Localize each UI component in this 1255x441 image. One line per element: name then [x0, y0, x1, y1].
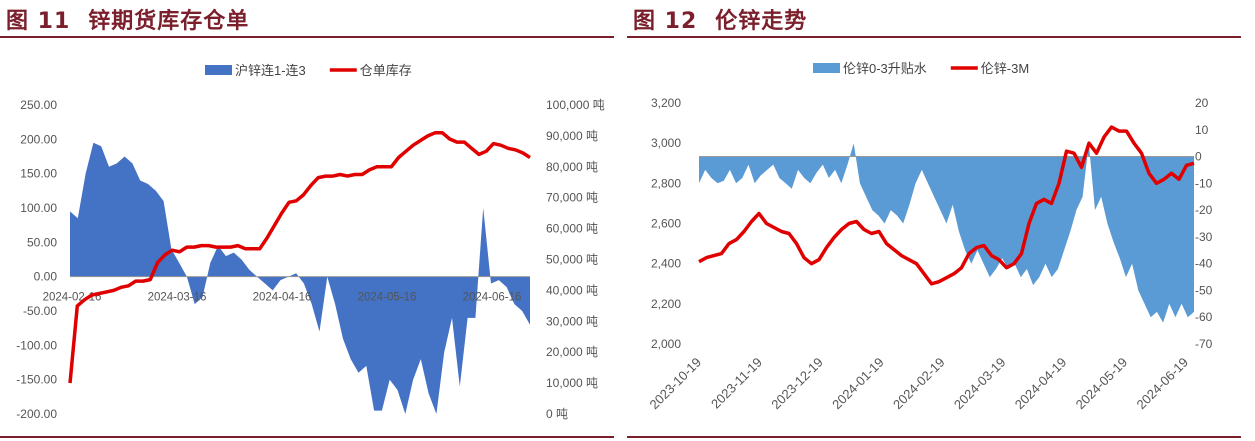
figure-caption: 锌期货库存仓单: [88, 9, 250, 34]
y-left-tick-label: -150.00: [16, 373, 57, 387]
title-rule: [627, 36, 1241, 38]
y-left-tick-label: -100.00: [16, 338, 57, 352]
x-tick-label: 2023-12-19: [768, 355, 826, 413]
y-right-tick-label: -20: [1195, 203, 1213, 217]
y-left-tick-label: 250.00: [20, 98, 57, 112]
y-right-tick-label: 10: [1195, 123, 1209, 137]
x-tick-label: 2024-02-16: [43, 292, 102, 304]
y-left-tick-label: 150.00: [20, 167, 57, 181]
figure-caption: 伦锌走势: [715, 9, 808, 34]
legend-swatch: [205, 65, 232, 75]
y-right-tick-label: 100,000 吨: [546, 98, 605, 112]
x-tick-label: 2024-01-19: [829, 355, 887, 413]
x-tick-label: 2024-05-16: [358, 292, 417, 304]
lme-zinc-chart: 伦锌0-3升贴水 伦锌-3M 3,200 3,000 2,800 2,600 2,400 2,…: [646, 61, 1213, 413]
x-axis: 2023-10-19 2023-11-19 2023-12-19 2024-01-19…: [646, 355, 1191, 413]
y-right-tick-label: 30,000 吨: [546, 314, 598, 328]
y-right-tick-label: -70: [1195, 337, 1213, 351]
x-tick-label: 2024-03-16: [148, 292, 207, 304]
y-axis-left: 250.00 200.00 150.00 100.00 50.00 0.00 -50.00 -…: [16, 98, 57, 421]
y-right-tick-label: 90,000 吨: [546, 129, 598, 143]
y-right-tick-label: 50,000 吨: [546, 253, 598, 267]
y-left-tick-label: 2,200: [651, 297, 681, 311]
legend-label: 伦锌-3M: [981, 61, 1029, 76]
figure-number: 图 11: [6, 9, 71, 34]
y-right-tick-label: 0 吨: [546, 407, 568, 421]
series-line: [698, 125, 1195, 286]
x-axis: 2024-02-16 2024-03-16 2024-04-16 2024-05-16…: [43, 292, 522, 304]
right-figure: 图 12 伦锌走势 伦锌0-3升贴水 伦锌-3M 3,200 3,000 2,800 2,6…: [627, 0, 1241, 441]
x-tick-label: 2024-02-19: [890, 355, 948, 413]
y-right-tick-label: 60,000 吨: [546, 222, 598, 236]
x-tick-label: 2024-04-16: [253, 292, 312, 304]
y-left-tick-label: 2,600: [651, 217, 681, 231]
y-right-tick-label: 20: [1195, 96, 1209, 110]
y-axis-right: 100,000 吨 90,000 吨 80,000 吨 70,000 吨 60,000 …: [546, 98, 605, 421]
y-left-tick-label: 2,800: [651, 176, 681, 190]
y-left-tick-label: 3,000: [651, 136, 681, 150]
series-line: [68, 131, 531, 384]
y-axis-left: 3,200 3,000 2,800 2,600 2,400 2,200 2,000: [651, 96, 681, 351]
y-right-tick-label: 0: [1195, 150, 1202, 164]
bottom-rule: [0, 436, 614, 438]
legend-label: 伦锌0-3升贴水: [843, 61, 927, 76]
legend-label: 沪锌连1-连3: [235, 63, 306, 78]
title-rule: [0, 36, 614, 38]
chart-legend: 沪锌连1-连3 仓单库存: [205, 63, 412, 78]
x-tick-label: 2024-03-19: [951, 355, 1009, 413]
chart-legend: 伦锌0-3升贴水 伦锌-3M: [813, 61, 1029, 76]
y-left-tick-label: 100.00: [20, 201, 57, 215]
y-left-tick-label: -50.00: [23, 304, 57, 318]
y-right-tick-label: -10: [1195, 176, 1213, 190]
x-tick-label: 2024-04-19: [1012, 355, 1070, 413]
zinc-inventory-chart: 沪锌连1-连3 仓单库存 250.00 200.00 150.00 100.00 50.00…: [16, 63, 605, 421]
y-left-tick-label: 2,000: [651, 337, 681, 351]
y-axis-right: 20 10 0 -10 -20 -30 -40 -50 -60 -70: [1195, 96, 1213, 351]
y-right-tick-label: -30: [1195, 230, 1213, 244]
y-left-tick-label: 50.00: [27, 235, 57, 249]
bottom-rule: [627, 436, 1241, 438]
y-right-tick-label: -40: [1195, 257, 1213, 271]
y-left-tick-label: 200.00: [20, 132, 57, 146]
y-right-tick-label: 70,000 吨: [546, 191, 598, 205]
figure-title: 图 11 锌期货库存仓单: [6, 3, 249, 35]
y-right-tick-label: 40,000 吨: [546, 283, 598, 297]
y-left-tick-label: -200.00: [16, 407, 57, 421]
y-right-tick-label: 80,000 吨: [546, 160, 598, 174]
x-tick-label: 2024-06-16: [463, 292, 522, 304]
y-left-tick-label: 2,400: [651, 257, 681, 271]
figure-number: 图 12: [633, 9, 698, 34]
y-left-tick-label: 3,200: [651, 96, 681, 110]
x-tick-label: 2024-05-19: [1073, 355, 1131, 413]
series-area: [699, 143, 1194, 323]
series-area: [70, 142, 530, 415]
legend-label: 仓单库存: [360, 63, 412, 78]
x-tick-label: 2024-06-19: [1133, 355, 1191, 413]
y-right-tick-label: -60: [1195, 310, 1213, 324]
y-right-tick-label: -50: [1195, 283, 1213, 297]
x-tick-label: 2023-10-19: [646, 355, 704, 413]
y-right-tick-label: 10,000 吨: [546, 376, 598, 390]
figure-title: 图 12 伦锌走势: [633, 3, 807, 35]
legend-swatch: [813, 63, 840, 73]
left-figure: 图 11 锌期货库存仓单 沪锌连1-连3 仓单库存 250.00 200.00 150.0…: [0, 0, 614, 441]
y-right-tick-label: 20,000 吨: [546, 345, 598, 359]
x-tick-label: 2023-11-19: [708, 355, 765, 412]
y-left-tick-label: 0.00: [34, 270, 58, 284]
